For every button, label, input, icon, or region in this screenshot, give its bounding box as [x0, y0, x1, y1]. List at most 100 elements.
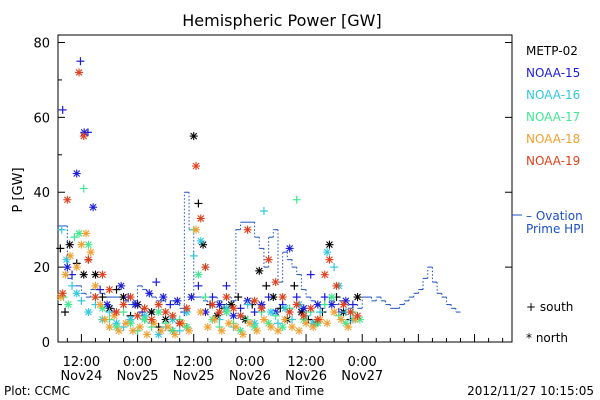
north-point: [58, 289, 67, 298]
north-point: [309, 323, 318, 332]
star-d2: [66, 252, 74, 260]
star-d2: [148, 316, 155, 323]
north-point: [163, 323, 172, 332]
north-point: [325, 255, 334, 264]
south-point: [234, 293, 243, 302]
north-point: [72, 263, 81, 272]
star-d2: [169, 312, 177, 320]
footer-timestamp: 2012/11/27 10:15:05: [467, 384, 594, 398]
star-d2: [64, 301, 72, 308]
north-point: [323, 248, 332, 257]
legend-ovation-line1: – Ovation: [526, 209, 583, 223]
star-d2: [202, 263, 209, 271]
north-point: [173, 296, 182, 305]
north-point: [217, 326, 226, 335]
north-point: [63, 195, 72, 204]
star-d2: [62, 271, 69, 278]
south-point: [70, 233, 79, 242]
y-tick-label: 60: [33, 111, 50, 126]
star-d2: [253, 327, 261, 335]
star-d2: [340, 301, 347, 308]
star-d2: [199, 241, 207, 249]
star-d2: [330, 308, 338, 316]
star-d2: [103, 301, 111, 308]
star-d2: [274, 327, 282, 335]
north-point: [96, 300, 105, 309]
star-d2: [106, 323, 113, 331]
north-point: [281, 315, 289, 324]
star-d2: [344, 323, 352, 331]
south-point: [112, 285, 121, 294]
north-point: [61, 270, 70, 279]
north-point: [142, 330, 151, 339]
star-d2: [169, 327, 177, 335]
star-d2: [265, 256, 273, 264]
star-d2: [101, 316, 109, 323]
north-point: [299, 311, 308, 320]
north-point: [145, 289, 154, 298]
star-d2: [188, 293, 195, 301]
star-d2: [141, 304, 148, 312]
star-d2: [255, 267, 263, 275]
star-d2: [321, 271, 329, 278]
north-point: [82, 229, 91, 238]
north-point: [63, 263, 72, 272]
north-point: [266, 308, 275, 317]
south-point: [152, 278, 161, 287]
north-point: [154, 308, 163, 317]
north-point: [135, 323, 144, 332]
south-point: [96, 285, 105, 294]
north-point: [222, 293, 231, 302]
star-d2: [183, 304, 191, 312]
star-d2: [309, 323, 317, 331]
north-point: [140, 304, 149, 313]
legend: METP-02 NOAA-15 NOAA-16 NOAA-17 NOAA-18 NOAA-…: [512, 44, 580, 216]
south-point: [83, 128, 92, 137]
star-d2: [78, 241, 85, 249]
north-point: [250, 296, 259, 305]
south-point: [68, 281, 77, 290]
south-point: [292, 293, 301, 302]
star-d2: [171, 331, 179, 338]
star-d2: [342, 319, 350, 327]
star-d2: [75, 69, 83, 76]
star-d2: [134, 312, 141, 320]
north-point: [353, 311, 362, 320]
north-point: [346, 308, 355, 317]
star-d2: [265, 319, 273, 327]
x-axis-label: Date and Time: [236, 384, 324, 398]
star-d2: [326, 241, 333, 249]
south-point: [56, 244, 65, 253]
star-d2: [129, 327, 137, 335]
north-point: [91, 293, 100, 302]
star-d2: [300, 304, 308, 312]
south-point: [189, 251, 198, 260]
star-d2: [80, 132, 88, 140]
star-d2: [99, 271, 106, 278]
star-d2: [73, 289, 81, 297]
north-point: [196, 214, 205, 223]
south-point: [208, 293, 217, 302]
star-d2: [59, 289, 67, 297]
south-point: [348, 300, 357, 309]
star-d2: [190, 132, 198, 140]
north-point: [238, 330, 247, 339]
y-tick-label: 20: [33, 261, 50, 276]
north-point: [192, 225, 201, 234]
x-tick-date: Nov25: [117, 369, 159, 384]
south-point: [330, 263, 339, 272]
star-d2: [120, 293, 127, 301]
y-tick-label: 0: [42, 336, 50, 351]
legend-south-symbol: + south: [526, 300, 573, 314]
north-point: [271, 278, 280, 287]
legend-north-symbol: * north: [526, 331, 568, 345]
south-point: [201, 293, 210, 302]
star-d2: [293, 301, 301, 308]
star-d2: [113, 308, 120, 316]
x-tick-label: 0:00: [123, 355, 152, 370]
star-d2: [288, 323, 296, 331]
star-d2: [267, 308, 275, 316]
x-tick-label: 12:00: [63, 355, 100, 370]
star-d2: [300, 312, 308, 320]
north-point: [117, 281, 126, 290]
